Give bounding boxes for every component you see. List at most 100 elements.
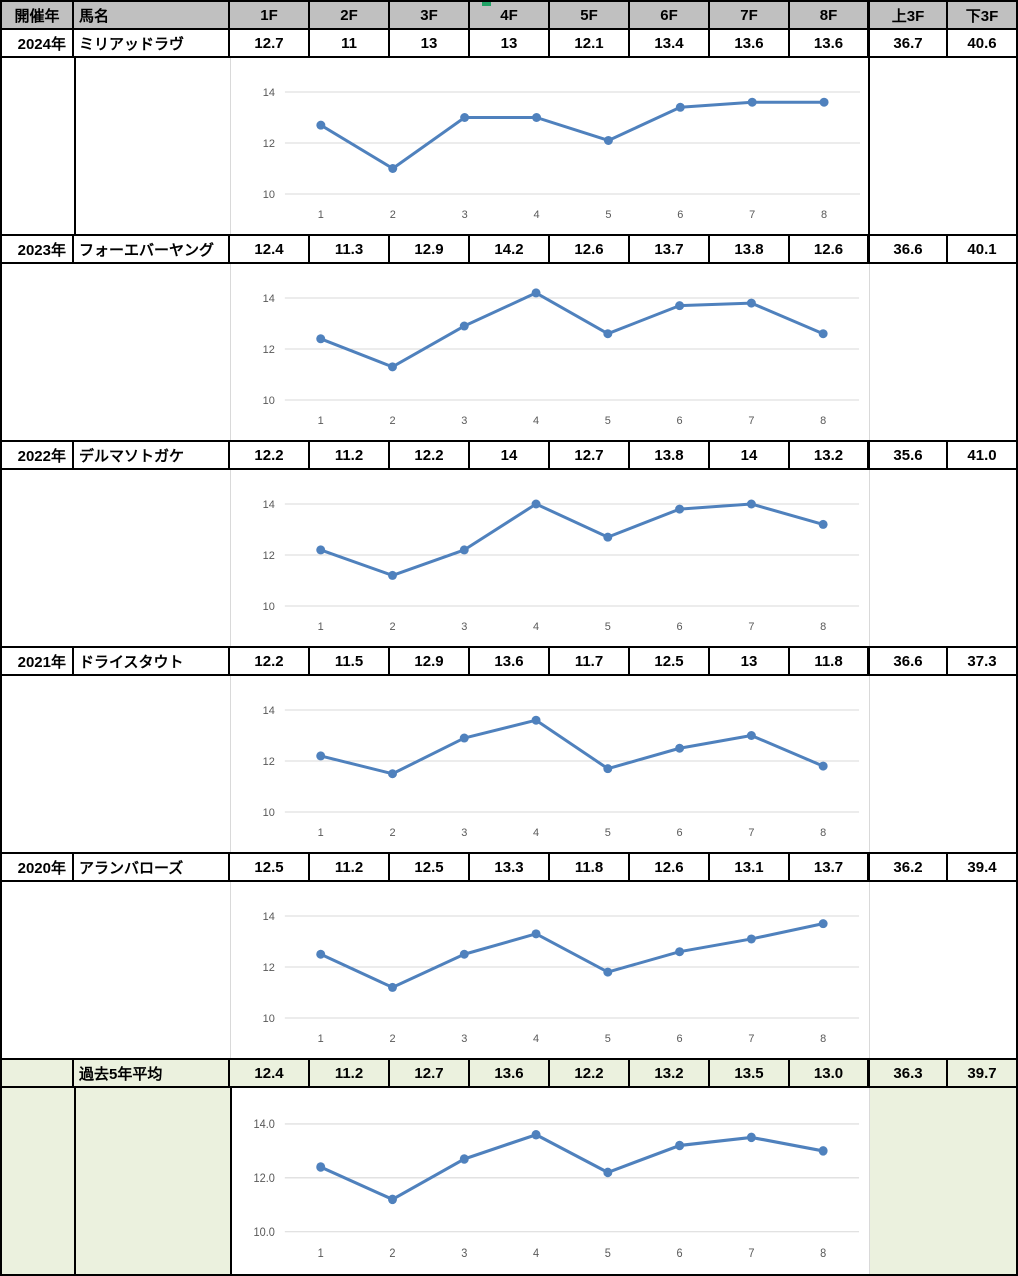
cell-lap-3f[interactable]: 12.9	[390, 236, 470, 262]
cell-lap-1f[interactable]: 12.5	[230, 854, 310, 880]
cell-down3f[interactable]: 37.3	[967, 652, 997, 670]
cell-lap-4f[interactable]: 13.6	[470, 648, 550, 674]
cell-lap-6f[interactable]: 12.5	[630, 648, 710, 674]
cell-lap-5f[interactable]: 12.2	[550, 1060, 630, 1086]
cell-average-label[interactable]: 過去5年平均	[74, 1060, 230, 1086]
cell-lap-5f[interactable]: 11.7	[550, 648, 630, 674]
cell-year[interactable]: 2022年	[2, 442, 74, 468]
cell-lap-2f[interactable]: 11.2	[310, 442, 390, 468]
header-year[interactable]: 開催年	[2, 2, 74, 28]
cell-lap-2f[interactable]: 11.2	[310, 1060, 390, 1086]
cell-lap-6f[interactable]: 12.6	[630, 854, 710, 880]
cell-lap-6f[interactable]: 13.7	[630, 236, 710, 262]
cell-lap-4f[interactable]: 13.3	[470, 854, 550, 880]
cell-up3f[interactable]: 36.7	[870, 30, 948, 56]
header-up3f[interactable]: 上3F	[870, 2, 948, 28]
header-down3f[interactable]: 下3F	[948, 2, 1016, 28]
cell-horse-name[interactable]: デルマソトガケ	[74, 442, 230, 468]
header-horse-name[interactable]: 馬名	[74, 2, 230, 28]
cell-horse-name[interactable]: アランバローズ	[74, 854, 230, 880]
svg-text:1: 1	[318, 1248, 324, 1260]
cell-down3f[interactable]: 40.6	[967, 34, 997, 52]
cell-lap-1f[interactable]: 12.2	[230, 648, 310, 674]
cell-lap-3f[interactable]: 12.9	[390, 648, 470, 674]
cell-lap-8f[interactable]: 13.6	[790, 30, 870, 56]
cell-lap-5f[interactable]: 12.1	[550, 30, 630, 56]
cell-lap-6f[interactable]: 13.2	[630, 1060, 710, 1086]
cell-lap-8f[interactable]: 13.7	[790, 854, 870, 880]
header-2f[interactable]: 2F	[310, 2, 390, 28]
header-1f[interactable]: 1F	[230, 2, 310, 28]
cell-year[interactable]: 2023年	[2, 236, 74, 262]
svg-text:2: 2	[389, 621, 395, 633]
cell-lap-2f[interactable]: 11.2	[310, 854, 390, 880]
svg-text:7: 7	[748, 1033, 754, 1045]
header-3f[interactable]: 3F	[390, 2, 470, 28]
cell-down3f[interactable]: 39.7	[948, 1060, 1016, 1086]
cell-lap-5f[interactable]: 12.6	[550, 236, 630, 262]
svg-text:4: 4	[533, 1248, 539, 1260]
cell-lap-8f[interactable]: 11.8	[790, 648, 870, 674]
svg-text:7: 7	[749, 209, 755, 221]
cell-lap-6f[interactable]: 13.4	[630, 30, 710, 56]
cell-year[interactable]	[2, 1060, 74, 1086]
cell-lap-3f[interactable]: 12.2	[390, 442, 470, 468]
cell-lap-2f[interactable]: 11.5	[310, 648, 390, 674]
cell-lap-8f[interactable]: 12.6	[790, 236, 870, 262]
cell-lap-3f[interactable]: 12.5	[390, 854, 470, 880]
cell-lap-7f[interactable]: 13.8	[710, 236, 790, 262]
cell-up3f[interactable]: 36.3	[870, 1060, 948, 1086]
cell-lap-5f[interactable]: 12.7	[550, 442, 630, 468]
header-4f[interactable]: 4F	[470, 2, 550, 28]
header-5f[interactable]: 5F	[550, 2, 630, 28]
cell-lap-8f[interactable]: 13.0	[790, 1060, 870, 1086]
table-row-2024: 2024年 ミリアッドラヴ 12.7 11 13 13 12.1 13.4 13…	[2, 30, 1016, 58]
cell-lap-8f[interactable]: 13.2	[790, 442, 870, 468]
cell-down3f[interactable]: 39.4	[967, 858, 997, 876]
cell-lap-4f[interactable]: 14	[470, 442, 550, 468]
cell-up3f[interactable]: 36.2	[870, 854, 948, 880]
cell-horse-name[interactable]: フォーエバーヤング	[74, 236, 230, 262]
cell-lap-5f[interactable]: 11.8	[550, 854, 630, 880]
cell-lap-1f[interactable]: 12.7	[230, 30, 310, 56]
chart-row-2021: 14 12 10 1 2 3 4 5 6 7 8	[2, 676, 1016, 854]
cell-lap-2f[interactable]: 11.3	[310, 236, 390, 262]
cell-down3f[interactable]: 40.1	[967, 240, 997, 258]
svg-text:7: 7	[748, 415, 754, 427]
cell-lap-7f[interactable]: 13.5	[710, 1060, 790, 1086]
cell-up3f[interactable]: 36.6	[870, 648, 948, 674]
cell-horse-name[interactable]: ドライスタウト	[74, 648, 230, 674]
cell-up3f[interactable]: 36.6	[870, 236, 948, 262]
lap-time-chart-2023[interactable]: 14 12 10 1 2 3 4 5 6 7 8	[230, 264, 870, 440]
cell-lap-7f[interactable]: 13.6	[710, 30, 790, 56]
svg-text:1: 1	[318, 415, 324, 427]
cell-lap-3f[interactable]: 12.7	[390, 1060, 470, 1086]
lap-time-chart-2020[interactable]: 14 12 10 1 2 3 4 5 6 7 8	[230, 882, 870, 1058]
cell-lap-7f[interactable]: 13.1	[710, 854, 790, 880]
cell-lap-4f[interactable]: 13	[470, 30, 550, 56]
cell-lap-4f[interactable]: 13.6	[470, 1060, 550, 1086]
header-8f[interactable]: 8F	[790, 2, 870, 28]
cell-down3f[interactable]: 41.0	[967, 446, 997, 464]
cell-lap-2f[interactable]: 11	[310, 30, 390, 56]
cell-year[interactable]: 2024年	[2, 30, 74, 56]
cell-year[interactable]: 2021年	[2, 648, 74, 674]
cell-lap-4f[interactable]: 14.2	[470, 236, 550, 262]
cell-lap-7f[interactable]: 14	[710, 442, 790, 468]
header-7f[interactable]: 7F	[710, 2, 790, 28]
cell-lap-6f[interactable]: 13.8	[630, 442, 710, 468]
cell-lap-7f[interactable]: 13	[710, 648, 790, 674]
cell-lap-1f[interactable]: 12.4	[230, 1060, 310, 1086]
cell-lap-1f[interactable]: 12.4	[230, 236, 310, 262]
cell-lap-1f[interactable]: 12.2	[230, 442, 310, 468]
lap-time-chart-2024[interactable]: 14 12 10 1 2 3 4 5 6 7 8	[230, 58, 870, 234]
cell-horse-name[interactable]: ミリアッドラヴ	[74, 30, 230, 56]
cell-divider	[74, 1088, 76, 1274]
lap-time-chart-average[interactable]: 14.0 12.0 10.0 1 2 3 4 5 6 7 8	[230, 1088, 870, 1274]
cell-year[interactable]: 2020年	[2, 854, 74, 880]
lap-time-chart-2022[interactable]: 14 12 10 1 2 3 4 5 6 7 8	[230, 470, 870, 646]
lap-time-chart-2021[interactable]: 14 12 10 1 2 3 4 5 6 7 8	[230, 676, 870, 852]
cell-up3f[interactable]: 35.6	[870, 442, 948, 468]
header-6f[interactable]: 6F	[630, 2, 710, 28]
cell-lap-3f[interactable]: 13	[390, 30, 470, 56]
